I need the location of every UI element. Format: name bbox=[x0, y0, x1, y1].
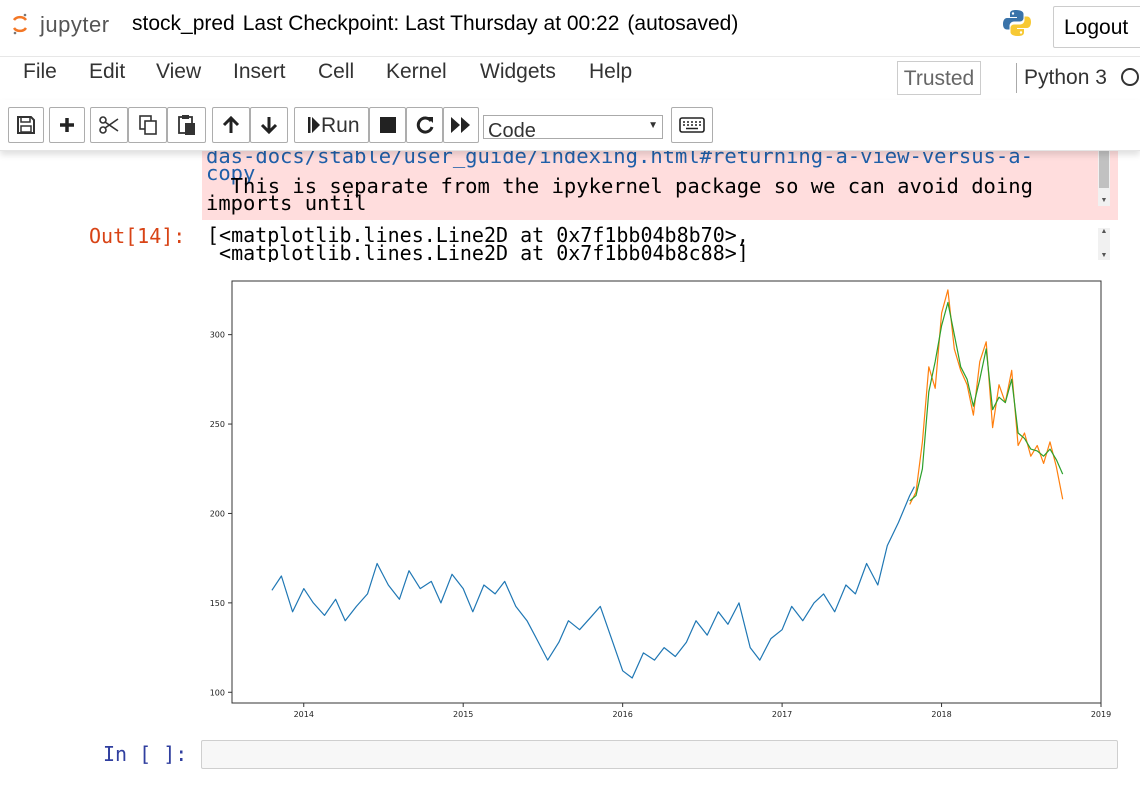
y-tick-label: 200 bbox=[210, 509, 225, 518]
paste-button[interactable] bbox=[167, 107, 206, 143]
interrupt-button[interactable] bbox=[369, 107, 406, 143]
menu-insert[interactable]: Insert bbox=[233, 60, 286, 83]
copy-button[interactable] bbox=[128, 107, 167, 143]
price-series-line bbox=[271, 486, 915, 679]
output-prompt: Out[14]: bbox=[89, 224, 186, 248]
stderr-scrollbar[interactable]: ▼ bbox=[1098, 150, 1110, 206]
x-tick-label: 2014 bbox=[294, 710, 314, 719]
jupyter-logo[interactable]: jupyter bbox=[10, 6, 120, 42]
menu-file[interactable]: File bbox=[23, 60, 57, 83]
menu-cell[interactable]: Cell bbox=[318, 60, 355, 83]
command-palette-button[interactable] bbox=[671, 107, 713, 143]
plot-frame bbox=[231, 280, 1102, 704]
notebook-title: stock_pred Last Checkpoint: Last Thursday… bbox=[132, 12, 746, 36]
notebook-area: das-docs/stable/user_guide/indexing.html… bbox=[0, 150, 1140, 791]
input-prompt: In [ ]: bbox=[103, 742, 188, 766]
cut-button[interactable] bbox=[90, 107, 128, 143]
cut-icon bbox=[99, 116, 119, 134]
y-tick-label: 100 bbox=[210, 688, 225, 697]
trusted-indicator[interactable]: Trusted bbox=[897, 61, 981, 95]
autosave-status: (autosaved) bbox=[627, 12, 739, 35]
plus-icon bbox=[60, 118, 74, 132]
copy-icon bbox=[138, 115, 157, 135]
x-tick-label: 2016 bbox=[612, 710, 632, 719]
menu-help[interactable]: Help bbox=[589, 60, 633, 83]
y-tick-label: 250 bbox=[210, 420, 225, 429]
predicted-series-line bbox=[909, 289, 1064, 505]
output-line: [<matplotlib.lines.Line2D at 0x7f1bb04b8… bbox=[207, 226, 749, 247]
y-tick-label: 300 bbox=[210, 331, 225, 340]
save-icon bbox=[17, 116, 35, 134]
python-logo-icon bbox=[1003, 10, 1031, 36]
keyboard-icon bbox=[679, 117, 705, 133]
stderr-link-line-2[interactable]: copy bbox=[206, 161, 256, 185]
stderr-link-line[interactable]: das-docs/stable/user_guide/indexing.html… bbox=[206, 150, 1033, 168]
insert-cell-button[interactable] bbox=[49, 107, 85, 143]
move-down-button[interactable] bbox=[250, 107, 288, 143]
scroll-down-icon[interactable]: ▼ bbox=[1100, 197, 1108, 204]
arrow-up-icon bbox=[222, 115, 240, 133]
output-scrollbar[interactable]: ▲ ▼ bbox=[1098, 228, 1110, 260]
kernel-status-icon bbox=[1121, 68, 1139, 86]
x-tick-label: 2018 bbox=[931, 710, 951, 719]
logo-text: jupyter bbox=[40, 12, 110, 37]
run-label: Run bbox=[321, 114, 360, 137]
restart-run-all-button[interactable] bbox=[443, 107, 479, 143]
chart-svg: 100 150 200 250 300 2014 2015 2016 2017 2018 2019 bbox=[210, 280, 1111, 719]
checkpoint-status: Last Checkpoint: Last Thursday at 00:22 bbox=[242, 12, 620, 35]
move-up-button[interactable] bbox=[212, 107, 250, 143]
x-tick-label: 2015 bbox=[453, 710, 473, 719]
fast-forward-icon bbox=[451, 117, 470, 133]
smoothed-series-line bbox=[909, 301, 1064, 502]
menu-widgets[interactable]: Widgets bbox=[480, 60, 556, 83]
cell-type-select[interactable]: Code ▼ bbox=[483, 115, 663, 139]
menu-kernel[interactable]: Kernel bbox=[386, 60, 447, 83]
kernel-separator bbox=[1016, 63, 1017, 93]
x-tick-label: 2019 bbox=[1091, 710, 1111, 719]
jupyter-logo-icon bbox=[12, 13, 28, 35]
chevron-down-icon: ▼ bbox=[648, 120, 658, 131]
stderr-text-line-2: imports until bbox=[206, 191, 367, 215]
run-icon bbox=[308, 117, 320, 133]
restart-button[interactable] bbox=[406, 107, 443, 143]
header: jupyter stock_pred Last Checkpoint: Last … bbox=[0, 0, 1140, 56]
stderr-text-line: This is separate from the ipykernel pack… bbox=[206, 174, 1033, 198]
logout-button[interactable]: Logout bbox=[1053, 6, 1140, 48]
cell-type-value: Code bbox=[488, 120, 536, 139]
restart-icon bbox=[416, 116, 433, 134]
menu-view[interactable]: View bbox=[156, 60, 202, 83]
scrollbar-thumb[interactable] bbox=[1099, 150, 1109, 188]
notebook-name[interactable]: stock_pred bbox=[132, 12, 235, 35]
x-tick-label: 2017 bbox=[772, 710, 792, 719]
scroll-up-icon[interactable]: ▲ bbox=[1100, 228, 1108, 235]
stop-icon bbox=[379, 117, 396, 133]
kernel-name: Python 3 bbox=[1024, 66, 1107, 89]
stock-price-chart: 100 150 200 250 300 2014 2015 2016 2017 2018 2019 bbox=[195, 276, 1115, 724]
y-tick-label: 150 bbox=[210, 599, 225, 608]
save-button[interactable] bbox=[8, 107, 44, 143]
run-button[interactable]: Run bbox=[294, 107, 369, 143]
scroll-down-icon[interactable]: ▼ bbox=[1100, 252, 1108, 259]
toolbar: Run bbox=[0, 100, 1140, 151]
output-text: [<matplotlib.lines.Line2D at 0x7f1bb04b8… bbox=[207, 226, 1097, 262]
menubar: File Edit View Insert Cell Kernel Widget… bbox=[0, 56, 1140, 101]
paste-icon bbox=[177, 115, 195, 135]
menu-edit[interactable]: Edit bbox=[89, 60, 126, 83]
stderr-output: das-docs/stable/user_guide/indexing.html… bbox=[202, 150, 1118, 220]
output-line: <matplotlib.lines.Line2D at 0x7f1bb04b8c… bbox=[207, 241, 749, 262]
arrow-down-icon bbox=[260, 117, 278, 135]
code-input-cell[interactable] bbox=[201, 740, 1118, 769]
